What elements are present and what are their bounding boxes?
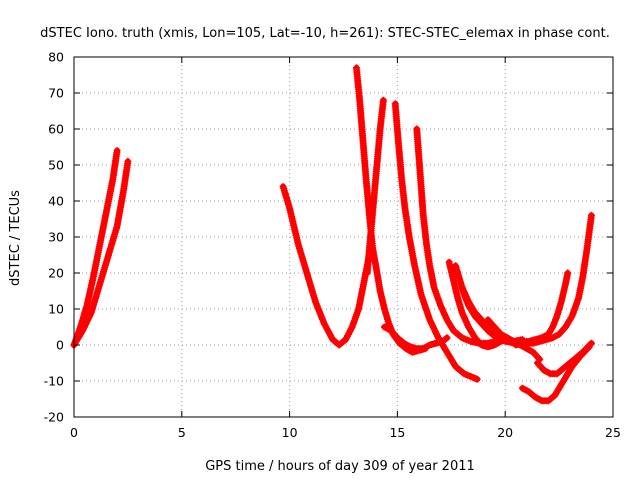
y-axis-label: dSTEC / TECUs [8,190,23,286]
data-point [473,375,481,383]
y-tick-label: 70 [48,86,64,101]
gridlines [74,57,613,417]
y-tick-label: -20 [44,410,64,425]
series-arc-4 [352,64,429,356]
x-tick-label: 0 [70,425,78,440]
y-tick-label: 40 [48,194,64,209]
series-trace [353,64,429,356]
data-point [405,342,413,350]
series-arc-14 [523,211,595,347]
y-tick-label: 10 [48,302,64,317]
series-arc-9 [445,258,511,351]
data-point [586,341,594,349]
x-tick-label: 25 [605,425,621,440]
data-point [442,335,450,343]
data-point [124,157,132,165]
x-axis-label: GPS time / hours of day 309 of year 2011 [205,459,475,474]
y-tick-label: 50 [48,158,64,173]
data-point [536,396,544,404]
series-arc-2 [70,157,132,349]
axis-ticks [73,56,614,418]
data-point [424,342,432,350]
series-arc-3 [279,183,373,349]
y-tick-label: 60 [48,122,64,137]
series-arc-7 [380,323,451,353]
y-tick-label: 80 [48,50,64,65]
x-tick-label: 20 [497,425,513,440]
chart-title: dSTEC Iono. truth (xmis, Lon=105, Lat=-1… [40,26,610,41]
data-point [379,96,387,104]
data-point [443,334,451,342]
y-tick-label: 0 [56,338,64,353]
y-tick-label: -10 [44,374,64,389]
data-point [587,339,595,347]
x-tick-label: 5 [178,425,186,440]
series-arc-16 [534,339,595,378]
x-tick-label: 15 [389,425,405,440]
tick-labels: 0 5 10 15 20 25 -20 -10 0 10 20 30 40 50 60 70 80 [44,50,621,441]
data-point [545,369,553,377]
series-arc-5 [363,96,387,277]
y-tick-label: 20 [48,266,64,281]
data-point [564,269,572,277]
series-arc-12 [484,316,544,363]
x-tick-label: 10 [282,425,298,440]
y-tick-label: 30 [48,230,64,245]
data-points [70,64,595,405]
data-point [113,147,121,155]
data-point [587,211,595,219]
